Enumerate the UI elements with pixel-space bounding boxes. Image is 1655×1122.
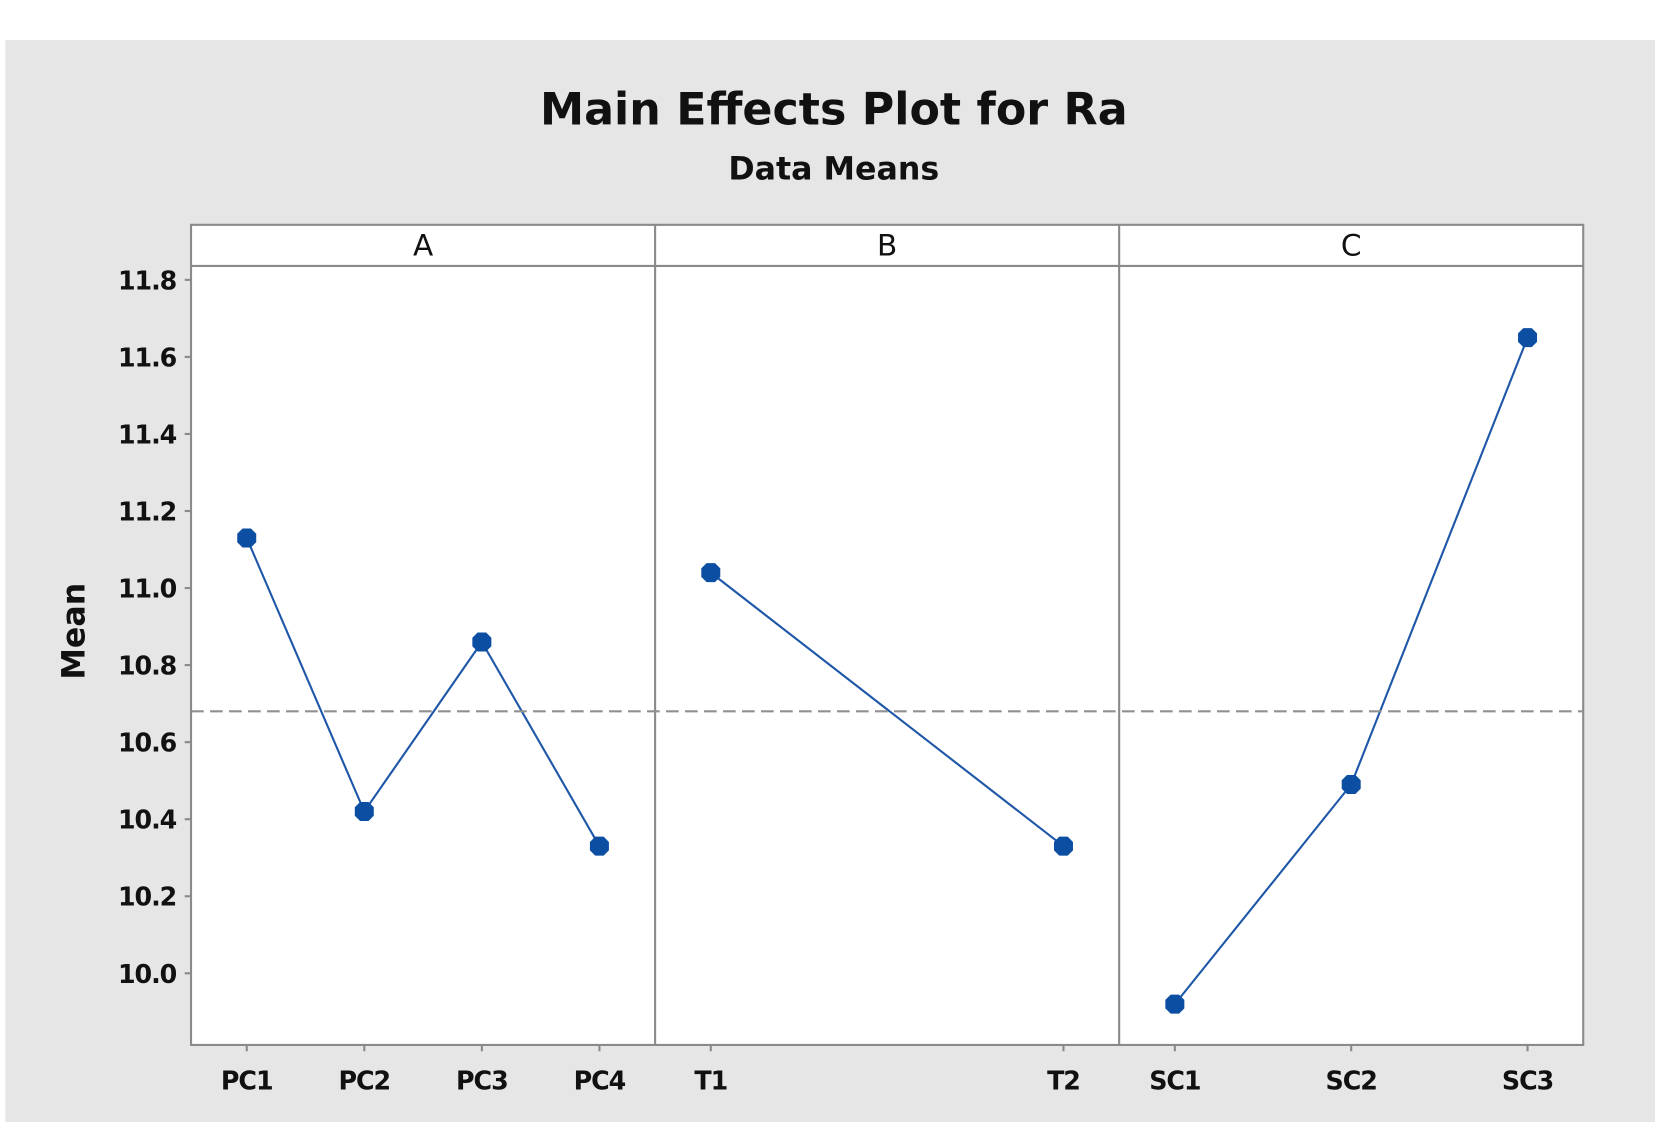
y-tick-label: 10.4 bbox=[118, 805, 177, 835]
data-point bbox=[1165, 994, 1185, 1014]
y-tick-label: 11.6 bbox=[118, 342, 177, 372]
y-tick-label: 11.0 bbox=[118, 574, 177, 604]
series-line-B bbox=[710, 571, 1065, 847]
data-point bbox=[472, 632, 492, 652]
x-tick-label: SC1 bbox=[1149, 1065, 1200, 1095]
y-tick-label: 11.8 bbox=[118, 265, 177, 295]
y-tick-label: 10.2 bbox=[118, 882, 176, 912]
series-line-A bbox=[245, 537, 601, 847]
x-tick-label: PC4 bbox=[574, 1065, 626, 1095]
data-point bbox=[237, 528, 257, 548]
x-tick-label: SC3 bbox=[1502, 1065, 1553, 1095]
data-point bbox=[1053, 836, 1073, 856]
data-point bbox=[589, 836, 609, 856]
data-point bbox=[701, 563, 721, 583]
x-tick-label: PC3 bbox=[456, 1065, 508, 1095]
x-tick-label: PC1 bbox=[221, 1065, 273, 1095]
plot-frame bbox=[189, 223, 1585, 1047]
panel-label-B: B bbox=[877, 228, 897, 262]
plot-area: 10.0 10.2 10.4 10.6 10.8 11.0 11.2 11.4 11.6 11.8… bbox=[118, 223, 1585, 1095]
data-point bbox=[1341, 775, 1361, 795]
x-tick-label: T2 bbox=[1047, 1065, 1080, 1095]
y-tick-label: 11.2 bbox=[118, 497, 176, 527]
y-tick-label: 10.0 bbox=[118, 959, 177, 989]
y-tick-label: 10.8 bbox=[118, 651, 177, 681]
y-axis-label: Mean bbox=[56, 583, 92, 680]
chart-subtitle: Data Means bbox=[728, 151, 939, 187]
x-tick-label: SC2 bbox=[1326, 1065, 1377, 1095]
y-tick-label: 11.4 bbox=[118, 419, 177, 449]
data-point bbox=[1518, 328, 1538, 348]
chart-title: Main Effects Plot for Ra bbox=[540, 85, 1128, 136]
x-tick-label: PC2 bbox=[338, 1065, 390, 1095]
x-tick-label: T1 bbox=[694, 1065, 727, 1095]
y-tick-label: 10.6 bbox=[118, 728, 177, 758]
panel-label-C: C bbox=[1341, 228, 1362, 262]
panel-label-A: A bbox=[413, 228, 433, 262]
data-point bbox=[354, 801, 374, 821]
